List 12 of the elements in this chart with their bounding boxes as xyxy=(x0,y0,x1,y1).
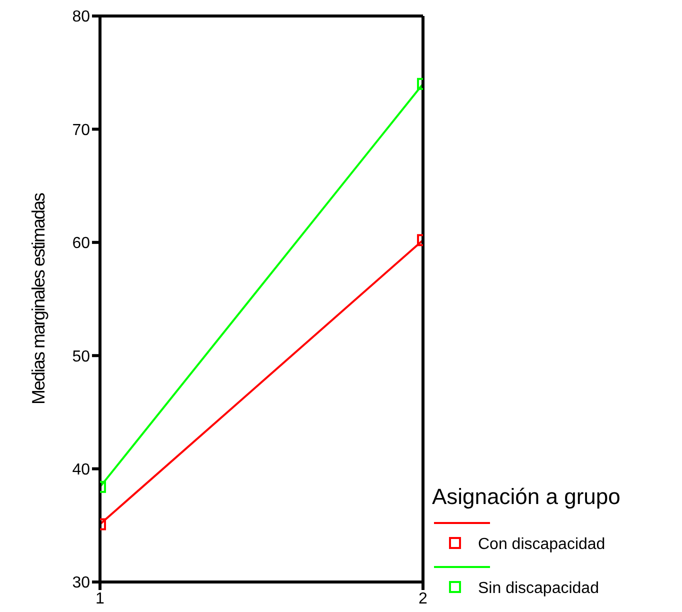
y-tick-label: 40 xyxy=(72,461,90,478)
y-tick-label: 60 xyxy=(72,235,90,252)
x-tick-label: 2 xyxy=(418,590,428,608)
y-tick-label: 70 xyxy=(72,122,90,139)
y-tick-label: 50 xyxy=(72,348,90,366)
y-axis-title: Medias marginales estimadas xyxy=(28,192,48,405)
legend-title: Asignación a grupo xyxy=(432,484,622,510)
x-tick-label: 1 xyxy=(96,590,105,608)
legend-label: Sin discapacidad xyxy=(478,580,599,598)
y-tick-label: 80 xyxy=(72,8,90,26)
y-tick-label: 30 xyxy=(72,574,90,592)
legend-label: Con discapacidad xyxy=(478,536,606,554)
